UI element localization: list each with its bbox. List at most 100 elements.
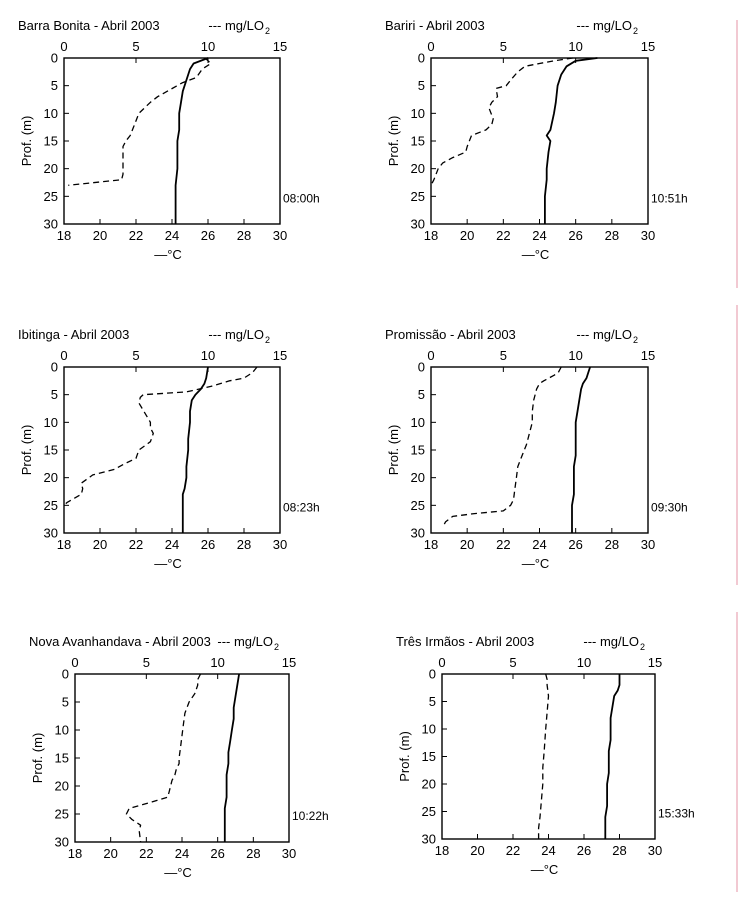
top-tick-label: 10 [568, 348, 582, 363]
top-tick-label: 5 [132, 348, 139, 363]
top-tick-label: 15 [282, 655, 296, 670]
bottom-tick-label: 22 [139, 846, 153, 861]
bottom-tick-label: 26 [577, 843, 591, 858]
top-tick-label: 10 [568, 39, 582, 54]
oxygen-legend-subscript: 2 [265, 26, 270, 36]
top-tick-label: 5 [509, 655, 516, 670]
temperature-axis-label: —°C [522, 247, 550, 262]
left-tick-label: 20 [411, 470, 425, 485]
oxygen-legend-subscript: 2 [274, 642, 279, 652]
oxygen-profile-line [430, 57, 573, 186]
bottom-tick-label: 22 [496, 537, 510, 552]
left-tick-label: 0 [429, 667, 436, 682]
top-tick-label: 10 [201, 348, 215, 363]
left-tick-label: 15 [411, 443, 425, 458]
left-tick-label: 20 [55, 779, 69, 794]
top-tick-label: 15 [648, 655, 662, 670]
oxygen-legend: --- mg/LO [576, 327, 632, 342]
bottom-tick-label: 18 [57, 537, 71, 552]
oxygen-legend-subscript: 2 [633, 335, 638, 345]
top-tick-label: 5 [132, 39, 139, 54]
bottom-tick-label: 26 [201, 537, 215, 552]
bottom-tick-label: 20 [460, 228, 474, 243]
top-tick-label: 0 [60, 39, 67, 54]
left-tick-label: 20 [44, 161, 58, 176]
depth-axis-label: Prof. (m) [386, 425, 401, 476]
bottom-tick-label: 20 [103, 846, 117, 861]
bottom-tick-label: 30 [641, 228, 655, 243]
plot-frame [74, 673, 290, 843]
left-tick-label: 15 [422, 749, 436, 764]
bottom-tick-label: 18 [435, 843, 449, 858]
top-tick-label: 5 [143, 655, 150, 670]
temperature-axis-label: —°C [522, 556, 550, 571]
bottom-tick-label: 28 [246, 846, 260, 861]
chart-title: Três Irmãos - Abril 2003 [396, 634, 534, 649]
bottom-tick-label: 18 [424, 537, 438, 552]
bottom-tick-label: 28 [237, 228, 251, 243]
bottom-tick-label: 22 [506, 843, 520, 858]
bottom-tick-label: 30 [641, 537, 655, 552]
bottom-tick-label: 20 [93, 228, 107, 243]
bottom-tick-label: 24 [532, 228, 546, 243]
top-tick-label: 0 [427, 39, 434, 54]
bottom-tick-label: 30 [282, 846, 296, 861]
bottom-tick-label: 28 [612, 843, 626, 858]
left-tick-label: 25 [55, 807, 69, 822]
depth-axis-label: Prof. (m) [386, 116, 401, 167]
bottom-tick-label: 26 [568, 537, 582, 552]
left-tick-label: 0 [62, 667, 69, 682]
temperature-axis-label: —°C [154, 556, 182, 571]
temperature-axis-label: —°C [164, 865, 192, 880]
left-tick-label: 10 [411, 106, 425, 121]
bottom-tick-label: 18 [68, 846, 82, 861]
top-tick-label: 15 [273, 39, 287, 54]
left-tick-label: 25 [411, 498, 425, 513]
chart-title: Promissão - Abril 2003 [385, 327, 516, 342]
oxygen-legend-subscript: 2 [640, 642, 645, 652]
left-tick-label: 15 [411, 134, 425, 149]
plot-frame [430, 366, 649, 534]
top-tick-label: 0 [60, 348, 67, 363]
oxygen-legend-subscript: 2 [265, 335, 270, 345]
left-tick-label: 25 [44, 498, 58, 513]
top-tick-label: 15 [641, 348, 655, 363]
chart-panel: Três Irmãos - Abril 2003 --- mg/LO 20 5 10 15… [396, 634, 695, 877]
left-tick-label: 5 [62, 695, 69, 710]
temperature-profile-line [181, 366, 209, 533]
top-tick-label: 0 [438, 655, 445, 670]
bottom-tick-label: 26 [201, 228, 215, 243]
left-tick-label: 25 [411, 189, 425, 204]
depth-axis-label: Prof. (m) [30, 733, 45, 784]
right-edge-accent [736, 612, 738, 892]
top-tick-label: 5 [500, 348, 507, 363]
bottom-tick-label: 24 [165, 228, 179, 243]
left-tick-label: 20 [422, 777, 436, 792]
time-stamp: 15:33h [658, 807, 695, 821]
left-tick-label: 5 [51, 78, 58, 93]
left-tick-label: 0 [418, 51, 425, 66]
bottom-tick-label: 30 [273, 537, 287, 552]
temperature-profile-line [174, 57, 209, 224]
depth-axis-label: Prof. (m) [19, 425, 34, 476]
left-tick-label: 20 [411, 161, 425, 176]
bottom-tick-label: 24 [532, 537, 546, 552]
chart-panel: Barra Bonita - Abril 2003 --- mg/LO 20 5 10 1… [18, 18, 320, 262]
top-tick-label: 0 [427, 348, 434, 363]
left-tick-label: 30 [422, 832, 436, 847]
left-tick-label: 25 [44, 189, 58, 204]
plot-frame [430, 57, 649, 225]
chart-title: Nova Avanhandava - Abril 2003 [29, 634, 211, 649]
bottom-tick-label: 22 [129, 228, 143, 243]
left-tick-label: 15 [55, 751, 69, 766]
top-tick-label: 5 [500, 39, 507, 54]
chart-title: Barra Bonita - Abril 2003 [18, 18, 160, 33]
top-tick-label: 10 [201, 39, 215, 54]
chart-title: Bariri - Abril 2003 [385, 18, 485, 33]
temperature-profile-line [571, 366, 591, 533]
oxygen-legend: --- mg/LO [583, 634, 639, 649]
